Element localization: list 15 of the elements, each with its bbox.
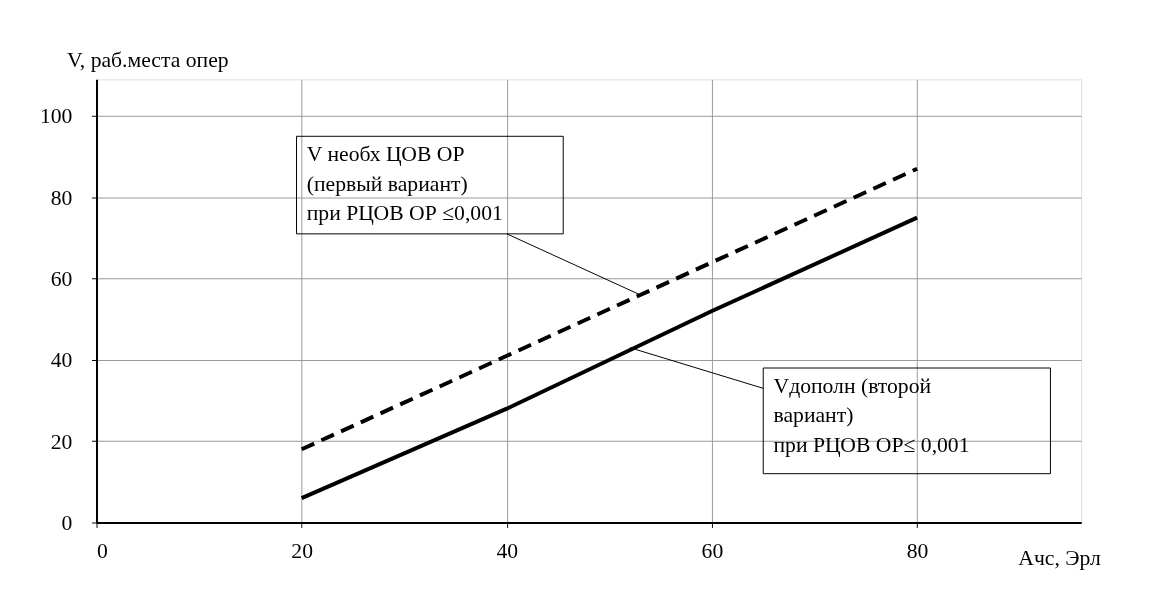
x-tick-label: 0 xyxy=(96,539,108,564)
y-tick-label: 0 xyxy=(61,510,73,535)
annotation: V необх ЦОВ ОР (первый вариант) при PЦОВ ОР ≤0,001 xyxy=(306,142,503,226)
annotation: Vдополн (второй вариант) при PЦОВ ОР≤ 0,001 xyxy=(773,373,970,457)
y-tick-label: 80 xyxy=(50,185,73,210)
x-axis-title: Ачс, Эрл xyxy=(1018,545,1102,570)
y-tick-label: 60 xyxy=(50,266,73,291)
x-tick-label: 60 xyxy=(701,539,724,564)
x-tick-label: 80 xyxy=(906,539,929,564)
x-tick-label: 40 xyxy=(496,539,519,564)
x-tick-label: 20 xyxy=(291,539,313,564)
y-tick-label: 100 xyxy=(39,104,73,129)
y-tick-label: 40 xyxy=(50,348,73,373)
y-axis-title: V, раб.места опер xyxy=(66,47,229,72)
y-tick-label: 20 xyxy=(50,429,73,454)
